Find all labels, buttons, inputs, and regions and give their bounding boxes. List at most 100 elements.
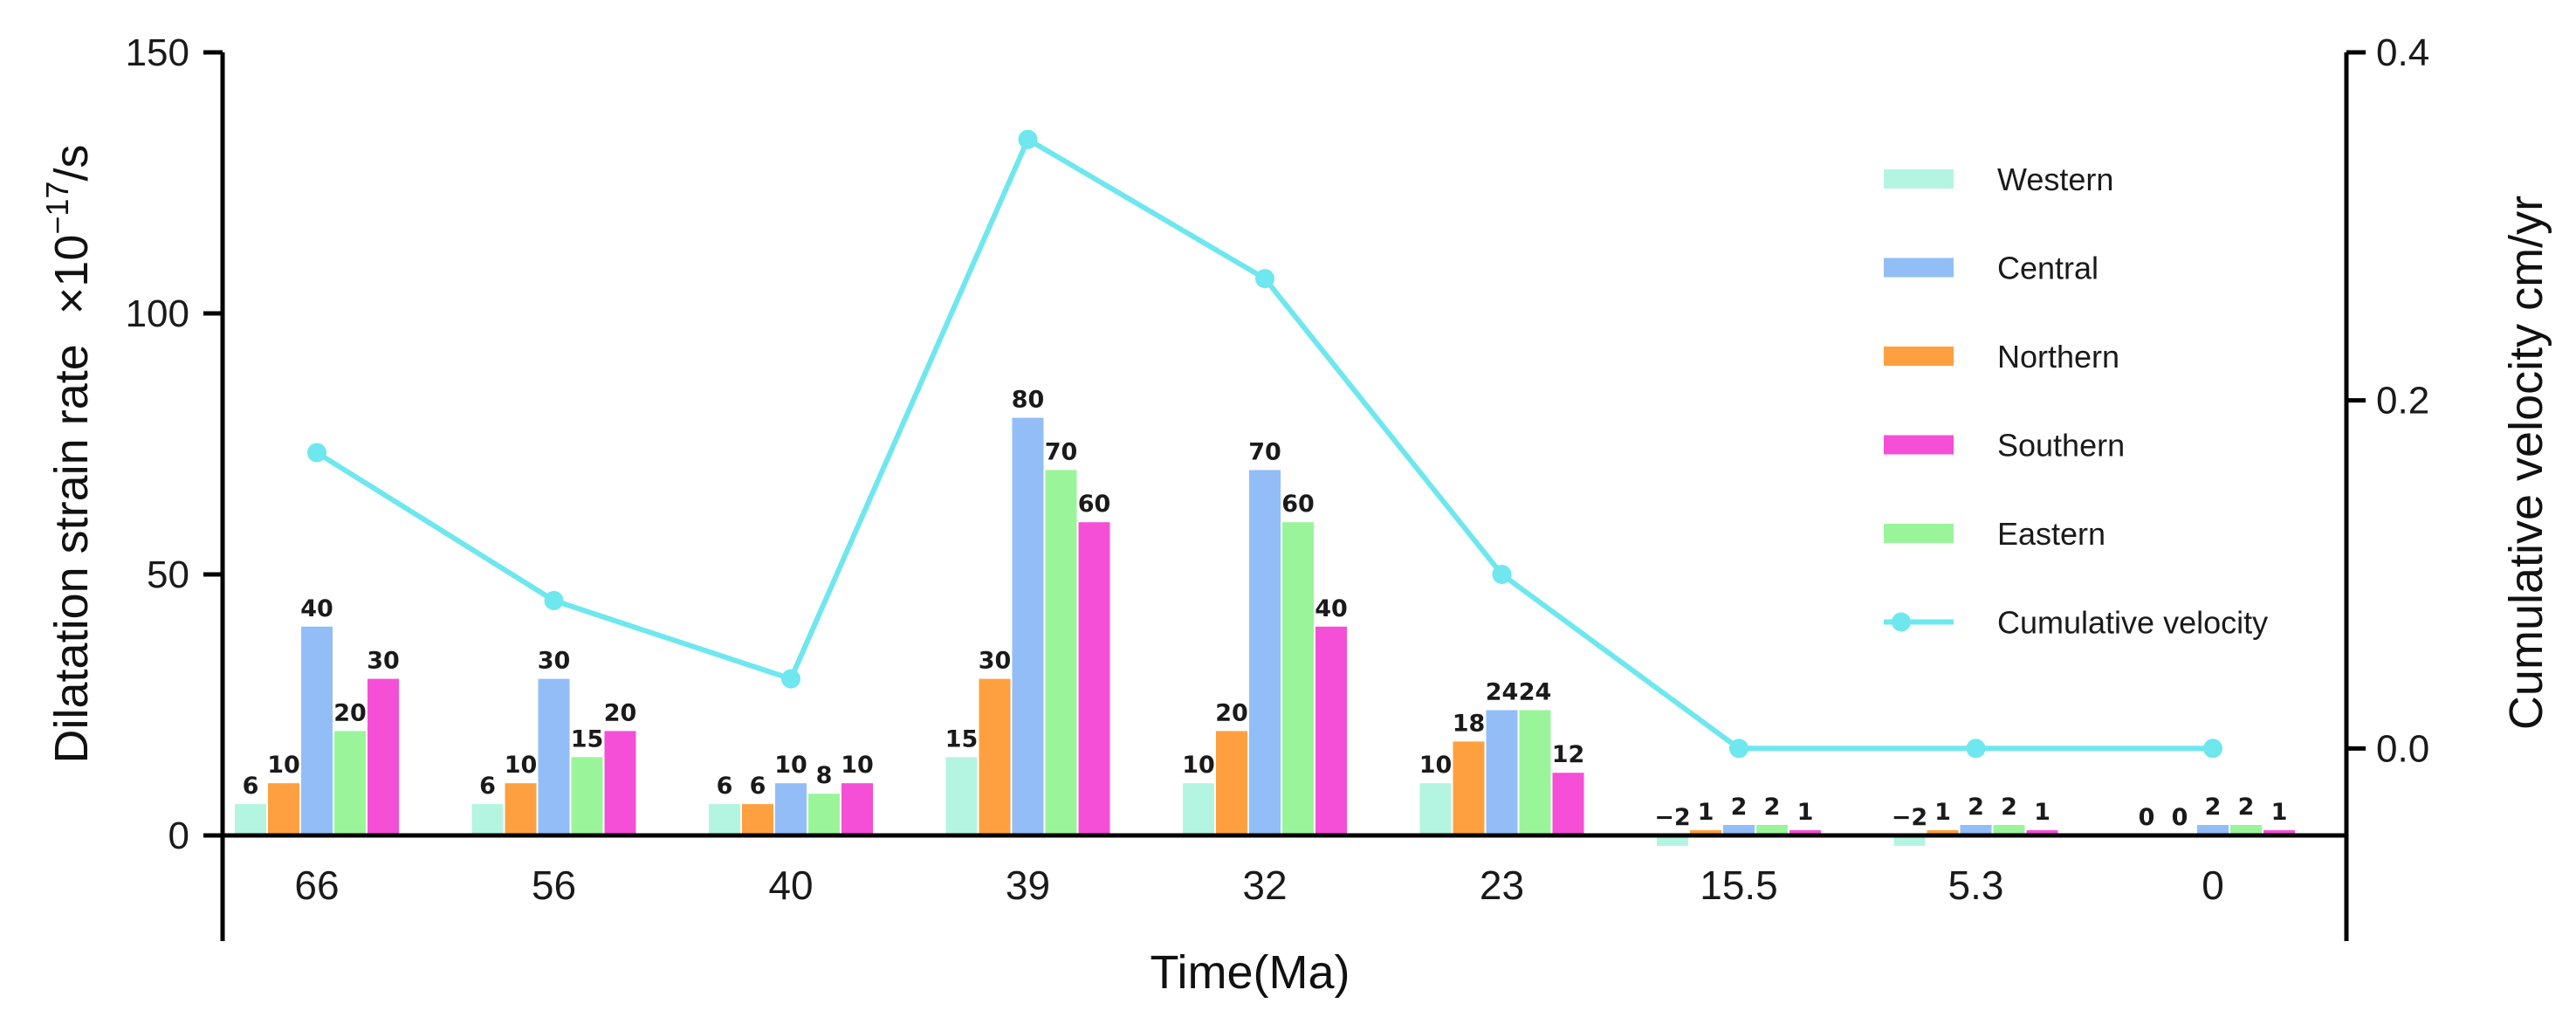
bar-southern-6 xyxy=(1552,773,1584,835)
bar-northern-6 xyxy=(1453,741,1485,835)
x-tick-label-1: 66 xyxy=(294,862,339,908)
data-label-southern-5: 40 xyxy=(1315,595,1348,622)
data-label-central-2: 30 xyxy=(538,648,571,675)
legend-label-central: Central xyxy=(1997,251,2099,286)
legend-swatch-eastern xyxy=(1884,524,1954,543)
cumulative-velocity-point-1 xyxy=(307,443,326,463)
bar-northern-5 xyxy=(1216,731,1247,835)
bar-eastern-4 xyxy=(1045,470,1077,835)
legend-label-southern: Southern xyxy=(1997,428,2125,464)
data-label-southern-7: 1 xyxy=(1797,799,1814,826)
left-y-axis-unit-suffix: /s xyxy=(45,145,98,182)
bar-eastern-5 xyxy=(1282,522,1314,835)
cumulative-velocity-point-8 xyxy=(1966,739,1986,759)
axes-layer xyxy=(220,52,2349,941)
data-label-southern-9: 1 xyxy=(2271,799,2288,826)
bar-western-5 xyxy=(1183,783,1214,835)
bar-central-7 xyxy=(1723,825,1755,835)
bar-eastern-6 xyxy=(1519,710,1551,835)
x-tick-label-5: 32 xyxy=(1242,862,1287,908)
data-label-central-7: 2 xyxy=(1731,794,1748,821)
left-y-axis-title: Dilatation strain rate ×10−17/s xyxy=(39,145,98,764)
left-y-tick-label-4: 150 xyxy=(126,31,189,74)
data-label-western-3: 6 xyxy=(717,773,733,800)
legend-swatch-central xyxy=(1884,258,1954,278)
data-label-central-3: 10 xyxy=(774,752,807,779)
x-tick-label-8: 5.3 xyxy=(1948,862,2004,908)
bar-western-8 xyxy=(1893,835,1926,846)
legend-label-northern: Northern xyxy=(1997,339,2119,375)
bar-southern-7 xyxy=(1789,830,1821,835)
bar-northern-3 xyxy=(742,804,773,835)
bar-western-1 xyxy=(235,804,266,835)
data-label-southern-3: 10 xyxy=(841,752,874,779)
cumulative-velocity-point-3 xyxy=(781,669,800,689)
cumulative-velocity-point-2 xyxy=(544,590,564,610)
bar-southern-3 xyxy=(841,783,873,835)
data-label-northern-6: 18 xyxy=(1453,710,1486,737)
data-label-western-8: −2 xyxy=(1892,804,1927,831)
bar-western-3 xyxy=(709,804,740,835)
data-label-eastern-3: 8 xyxy=(816,762,833,789)
data-label-eastern-1: 20 xyxy=(333,699,367,726)
x-axis-title: Time(Ma) xyxy=(1151,946,1350,999)
data-label-northern-5: 20 xyxy=(1215,699,1248,726)
data-label-western-6: 10 xyxy=(1419,752,1453,779)
bar-eastern-7 xyxy=(1756,825,1788,835)
data-label-eastern-8: 2 xyxy=(2001,794,2017,821)
legend-label-cumulative-velocity: Cumulative velocity xyxy=(1997,605,2268,641)
data-label-western-9: 0 xyxy=(2139,804,2155,831)
data-label-western-7: −2 xyxy=(1654,804,1690,831)
left-y-axis-unit-prefix: ×10 xyxy=(45,235,98,315)
data-label-western-5: 10 xyxy=(1182,752,1215,779)
cumulative-velocity-point-4 xyxy=(1018,129,1038,149)
legend-swatch-western xyxy=(1884,169,1954,189)
bar-northern-1 xyxy=(268,783,299,835)
data-label-southern-4: 60 xyxy=(1078,491,1111,518)
bar-northern-8 xyxy=(1927,830,1959,835)
x-tick-label-6: 23 xyxy=(1480,862,1524,908)
bar-eastern-9 xyxy=(2230,825,2262,835)
data-label-northern-2: 10 xyxy=(505,752,538,779)
data-label-eastern-9: 2 xyxy=(2238,794,2255,821)
x-tick-label-3: 40 xyxy=(768,862,813,908)
data-label-southern-2: 20 xyxy=(604,699,637,726)
bar-southern-4 xyxy=(1078,522,1110,835)
bar-central-6 xyxy=(1486,710,1518,835)
legend-swatch-southern xyxy=(1884,435,1954,455)
data-label-northern-8: 1 xyxy=(1934,799,1951,826)
data-label-central-4: 80 xyxy=(1012,387,1045,414)
data-label-southern-1: 30 xyxy=(367,648,400,675)
legend-label-eastern: Eastern xyxy=(1997,516,2105,552)
bar-western-7 xyxy=(1657,835,1688,846)
bar-northern-7 xyxy=(1690,830,1721,835)
right-y-tick-label-3: 0.4 xyxy=(2376,31,2429,74)
bar-central-4 xyxy=(1012,417,1044,835)
x-tick-label-7: 15.5 xyxy=(1700,862,1778,908)
bar-southern-9 xyxy=(2263,830,2295,835)
bar-central-5 xyxy=(1249,470,1281,835)
cumulative-velocity-point-7 xyxy=(1729,739,1748,759)
right-y-axis-title: Cumulative velocity cm/yr xyxy=(2500,196,2552,730)
data-label-central-9: 2 xyxy=(2205,794,2222,821)
bar-southern-5 xyxy=(1315,626,1347,835)
right-y-tick-label-2: 0.2 xyxy=(2376,380,2429,423)
bar-western-4 xyxy=(945,757,978,835)
cumulative-velocity-point-9 xyxy=(2203,739,2222,759)
bar-northern-2 xyxy=(505,783,537,835)
bar-southern-8 xyxy=(2026,830,2058,835)
data-label-northern-7: 1 xyxy=(1698,799,1714,826)
data-label-northern-9: 0 xyxy=(2172,804,2188,831)
x-tick-label-4: 39 xyxy=(1006,862,1050,908)
data-label-central-5: 70 xyxy=(1248,438,1281,465)
bar-central-9 xyxy=(2197,825,2229,835)
data-label-northern-3: 6 xyxy=(750,773,766,800)
data-label-eastern-4: 70 xyxy=(1045,438,1078,465)
bar-eastern-1 xyxy=(334,731,366,835)
left-y-axis-unit-exponent: −17 xyxy=(39,182,75,235)
legend-label-western: Western xyxy=(1997,162,2113,197)
cumulative-velocity-point-5 xyxy=(1255,269,1274,289)
